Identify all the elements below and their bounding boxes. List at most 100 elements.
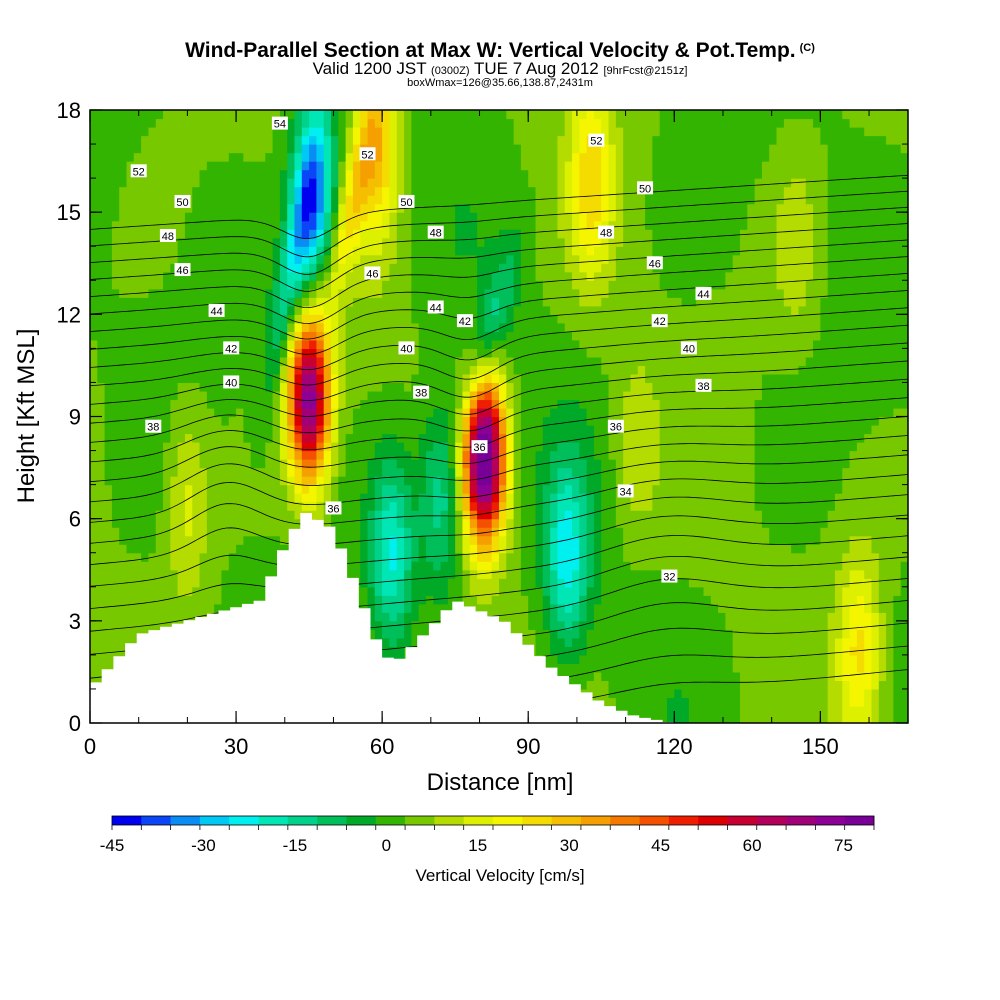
velocity-cell — [119, 476, 128, 486]
velocity-cell — [433, 161, 442, 171]
velocity-cell — [360, 314, 369, 324]
velocity-cell — [309, 322, 318, 332]
velocity-cell — [418, 399, 427, 409]
velocity-cell — [272, 476, 281, 486]
velocity-cell — [360, 297, 369, 307]
velocity-cell — [119, 620, 128, 630]
velocity-cell — [513, 212, 522, 222]
velocity-cell — [586, 603, 595, 613]
velocity-cell — [579, 527, 588, 537]
velocity-cell — [418, 612, 427, 622]
velocity-cell — [287, 246, 296, 256]
velocity-cell — [535, 169, 544, 179]
velocity-cell — [535, 552, 544, 562]
velocity-cell — [506, 459, 515, 469]
velocity-cell — [440, 493, 449, 503]
velocity-cell — [301, 297, 310, 307]
velocity-cell — [133, 229, 142, 239]
velocity-cell — [455, 356, 464, 367]
velocity-cell — [250, 186, 259, 196]
velocity-cell — [433, 220, 442, 230]
velocity-cell — [513, 356, 522, 367]
velocity-cell — [550, 407, 559, 418]
velocity-cell — [520, 246, 529, 256]
velocity-cell — [323, 399, 332, 409]
velocity-cell — [360, 535, 369, 545]
velocity-cell — [499, 322, 507, 332]
velocity-cell — [126, 212, 135, 222]
velocity-cell — [265, 416, 274, 426]
velocity-cell — [338, 510, 347, 520]
velocity-cell — [520, 637, 529, 647]
velocity-cell — [382, 552, 391, 562]
velocity-cell — [272, 246, 281, 256]
velocity-cell — [557, 484, 566, 494]
velocity-cell — [90, 254, 98, 264]
velocity-cell — [418, 501, 427, 511]
velocity-cell — [411, 425, 420, 435]
velocity-cell — [374, 365, 383, 375]
velocity-cell — [279, 510, 288, 520]
velocity-cell — [564, 161, 573, 171]
velocity-cell — [148, 161, 157, 171]
velocity-cell — [111, 322, 120, 332]
velocity-cell — [236, 569, 244, 579]
velocity-cell — [155, 433, 164, 443]
velocity-cell — [352, 433, 361, 443]
velocity-cell — [520, 169, 529, 179]
velocity-cell — [155, 288, 164, 298]
velocity-cell — [104, 365, 113, 375]
velocity-cell — [542, 442, 551, 452]
velocity-cell — [418, 518, 427, 528]
velocity-cell — [177, 161, 186, 171]
velocity-cell — [287, 314, 296, 324]
velocity-cell — [499, 127, 507, 137]
velocity-cell — [243, 450, 252, 460]
velocity-cell — [104, 263, 113, 273]
velocity-cell — [382, 356, 391, 367]
velocity-cell — [323, 442, 332, 452]
velocity-cell — [111, 459, 120, 469]
velocity-cell — [382, 144, 391, 154]
velocity-cell — [323, 212, 332, 222]
velocity-cell — [440, 237, 449, 247]
velocity-cell — [352, 501, 361, 511]
velocity-cell — [477, 322, 485, 332]
velocity-cell — [564, 561, 573, 571]
velocity-cell — [316, 407, 325, 418]
velocity-cell — [170, 527, 179, 537]
velocity-cell — [279, 297, 288, 307]
velocity-cell — [338, 305, 347, 315]
velocity-cell — [97, 595, 106, 605]
velocity-cell — [418, 476, 427, 486]
velocity-cell — [265, 552, 274, 562]
velocity-cell — [367, 382, 376, 392]
velocity-cell — [148, 280, 157, 290]
velocity-cell — [97, 178, 106, 188]
velocity-cell — [550, 271, 559, 281]
velocity-cell — [119, 544, 128, 554]
velocity-cell — [586, 382, 595, 392]
velocity-cell — [389, 510, 398, 520]
velocity-cell — [396, 127, 405, 137]
velocity-cell — [163, 501, 171, 511]
velocity-cell — [170, 450, 179, 460]
velocity-cell — [119, 203, 128, 213]
velocity-cell — [279, 169, 288, 179]
velocity-cell — [528, 459, 537, 469]
velocity-cell — [564, 254, 573, 264]
velocity-cell — [177, 297, 186, 307]
velocity-cell — [557, 195, 566, 205]
velocity-cell — [418, 288, 427, 298]
velocity-cell — [586, 356, 595, 367]
velocity-cell — [535, 297, 544, 307]
velocity-cell — [163, 544, 171, 554]
velocity-cell — [163, 305, 171, 315]
velocity-cell — [564, 620, 573, 630]
velocity-cell — [133, 280, 142, 290]
velocity-cell — [287, 518, 296, 528]
velocity-cell — [469, 288, 478, 298]
velocity-cell — [389, 467, 398, 477]
velocity-cell — [177, 510, 186, 520]
velocity-cell — [528, 237, 537, 247]
